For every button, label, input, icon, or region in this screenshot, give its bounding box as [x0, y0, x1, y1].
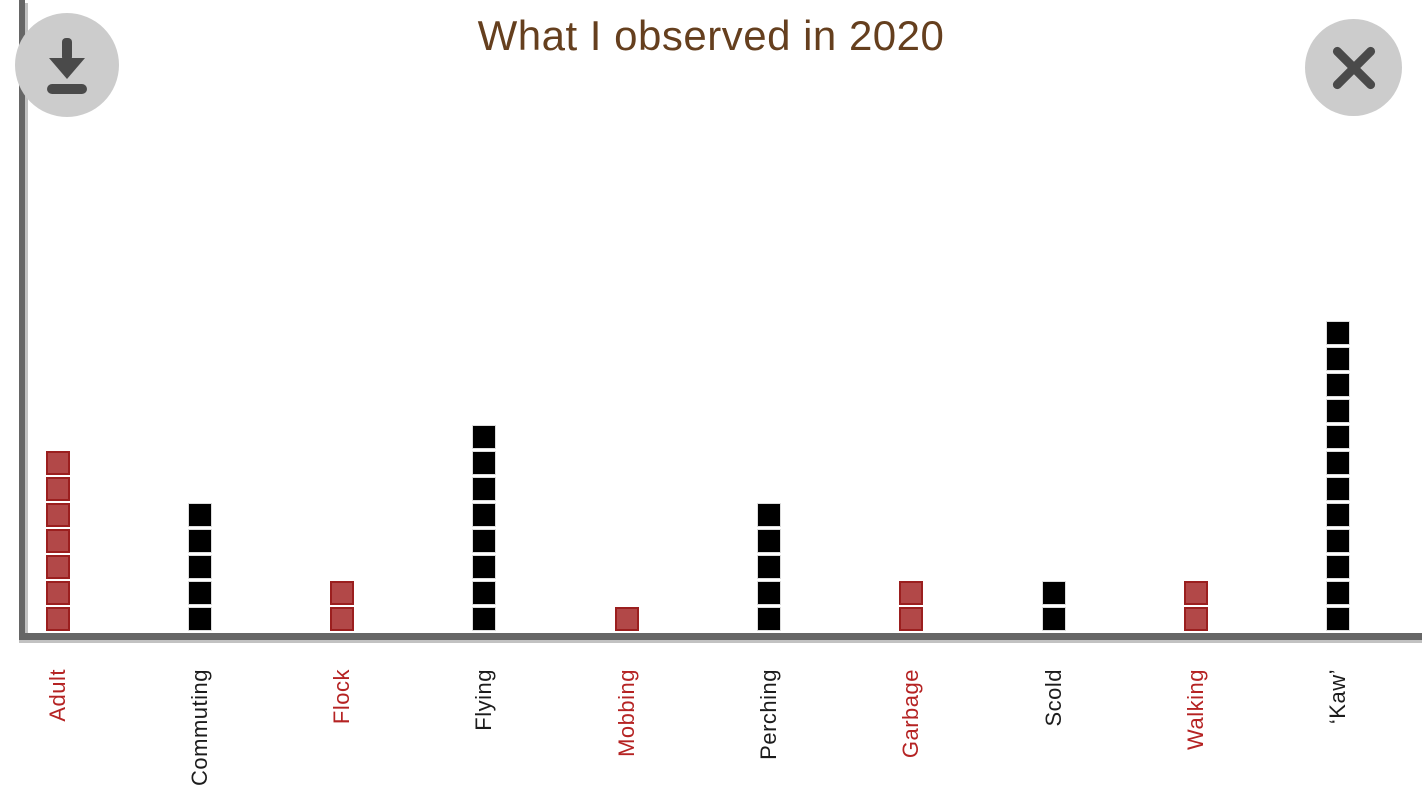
unit-square [1183, 581, 1208, 605]
unit-square [472, 503, 497, 527]
bar-column [1183, 581, 1208, 633]
unit-square [330, 581, 355, 605]
unit-square [757, 529, 781, 553]
unit-square [472, 529, 497, 553]
unit-square [1326, 347, 1351, 371]
chart-title: What I observed in 2020 [477, 12, 945, 59]
bar-column [757, 503, 781, 633]
x-axis-label-flock: Flock [329, 669, 355, 725]
unit-square [472, 581, 497, 605]
unit-square [472, 555, 497, 579]
unit-square [45, 607, 70, 631]
x-axis-label-perching: Perching [756, 669, 781, 760]
unit-square [472, 425, 497, 449]
bar-column [614, 607, 639, 633]
unit-square [757, 581, 781, 605]
unit-square [45, 581, 70, 605]
unit-square [187, 529, 212, 553]
x-axis-label-scold: Scold [1040, 669, 1066, 727]
x-axis-label-adult: Adult [44, 669, 70, 722]
unit-square [1326, 477, 1351, 501]
unit-square [757, 555, 781, 579]
x-axis-label-flying: Flying [471, 669, 497, 731]
bar-column [1041, 581, 1066, 633]
unit-square [1041, 581, 1066, 605]
unit-square [1183, 607, 1208, 631]
x-axis-label-walking: Walking [1182, 669, 1208, 750]
unit-square [614, 607, 639, 631]
x-axis-label-kaw: ‘Kaw’ [1325, 669, 1351, 725]
unit-square [45, 451, 70, 475]
download-icon [38, 34, 96, 96]
unit-square [1326, 399, 1351, 423]
unit-square [1326, 451, 1351, 475]
unit-square [187, 555, 212, 579]
unit-square [1326, 555, 1351, 579]
x-axis-label-commuting: Commuting [186, 669, 212, 786]
unit-square [899, 607, 924, 631]
download-button[interactable] [15, 13, 119, 117]
unit-square [45, 529, 70, 553]
unit-square [757, 503, 781, 527]
bar-column [330, 581, 355, 633]
bar-column [45, 451, 70, 633]
unit-square [1326, 503, 1351, 527]
close-button[interactable] [1305, 19, 1402, 116]
bar-column [1326, 321, 1351, 633]
unit-square [472, 607, 497, 631]
x-axis-line [19, 633, 1422, 640]
y-axis-line [19, 0, 25, 640]
close-icon [1329, 43, 1379, 93]
unit-square [45, 477, 70, 501]
x-axis-label-mobbing: Mobbing [613, 669, 639, 757]
unit-square [45, 503, 70, 527]
unit-square [1326, 581, 1351, 605]
unit-square [757, 607, 781, 631]
unit-square [472, 477, 497, 501]
unit-square [187, 503, 212, 527]
unit-square [899, 581, 924, 605]
unit-square [45, 555, 70, 579]
x-axis-label-garbage: Garbage [898, 669, 924, 759]
unit-square [187, 581, 212, 605]
unit-square [1326, 607, 1351, 631]
unit-square [1326, 529, 1351, 553]
unit-square [1326, 425, 1351, 449]
unit-square [1326, 321, 1351, 345]
unit-square [187, 607, 212, 631]
unit-square [1041, 607, 1066, 631]
unit-square [1326, 373, 1351, 397]
unit-square [330, 607, 355, 631]
bar-column [472, 425, 497, 633]
bar-column [187, 503, 212, 633]
bar-column [899, 581, 924, 633]
unit-square [472, 451, 497, 475]
